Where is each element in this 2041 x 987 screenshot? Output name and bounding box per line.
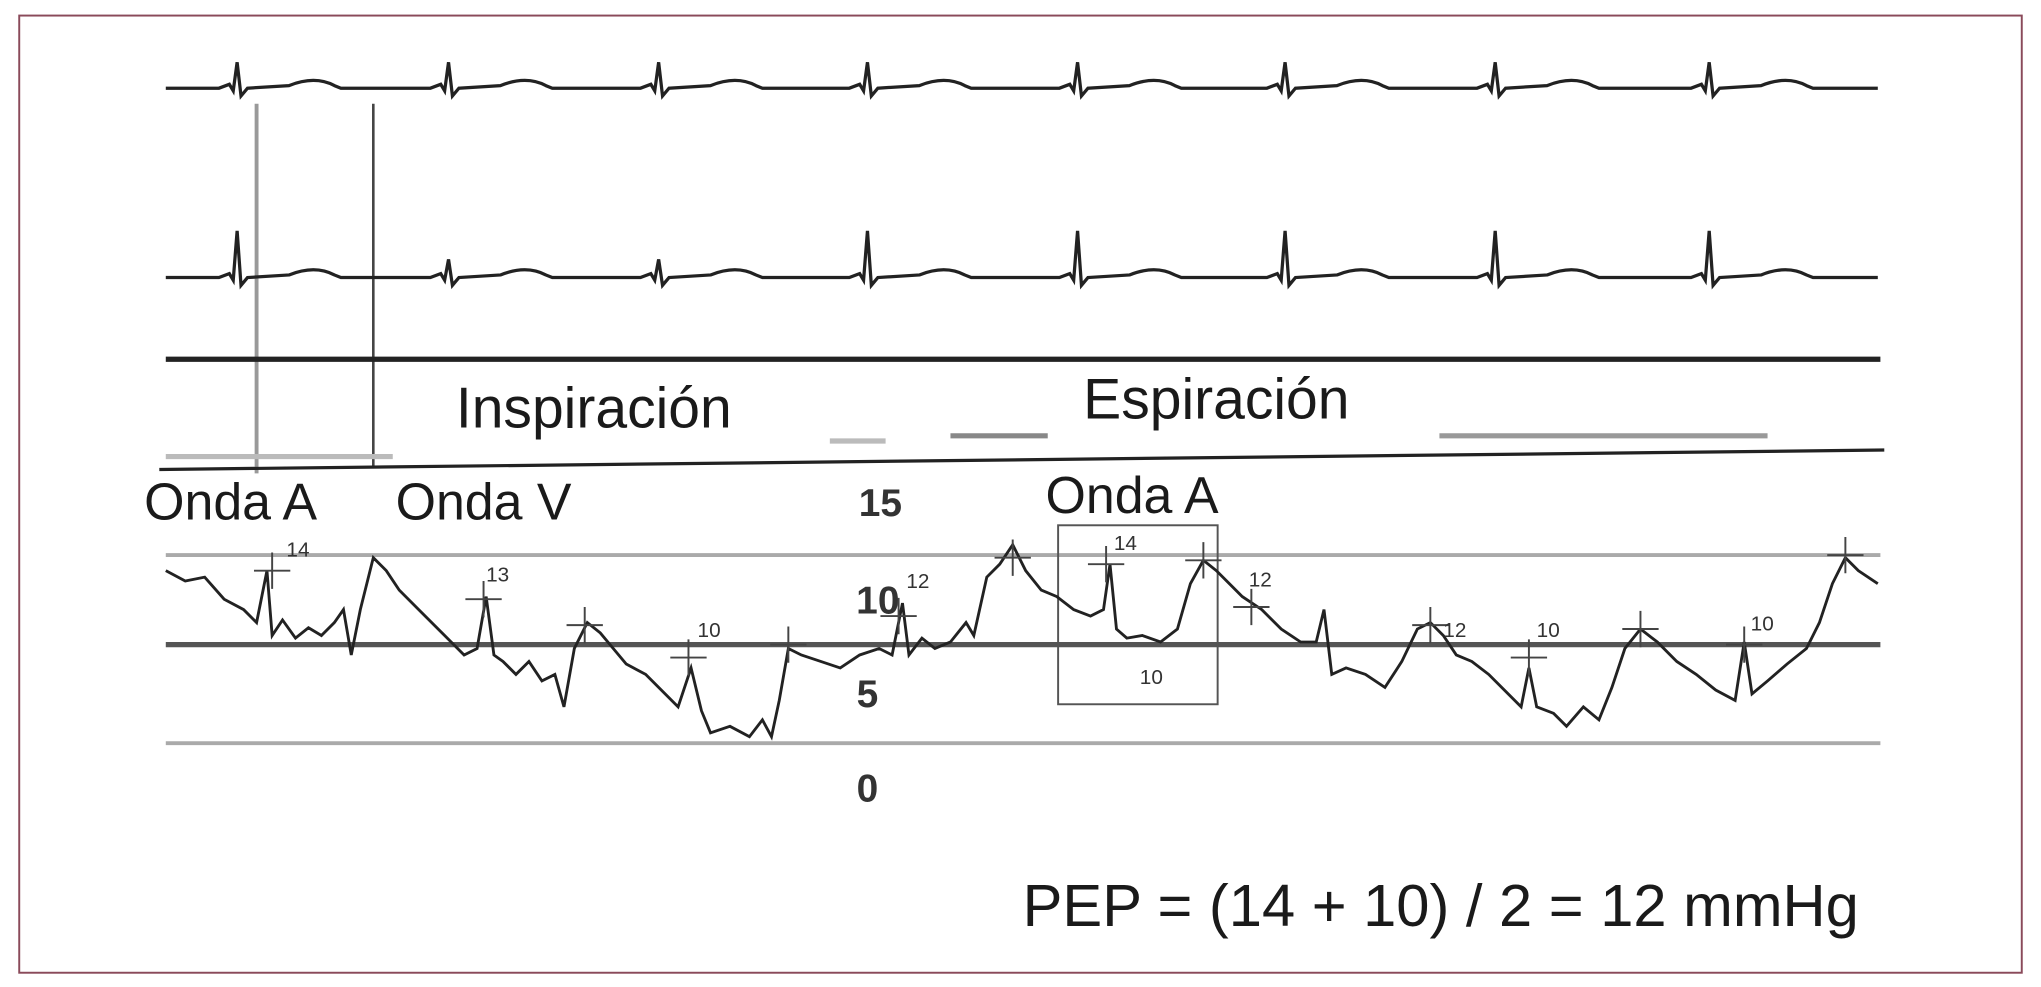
ecg-trace [165,230,1878,290]
scale-label: 15 [859,482,902,525]
scale-label: 0 [857,767,879,810]
wave-label: Onda A [1046,466,1219,524]
value-mark: 12 [906,570,929,593]
cursor [994,539,1031,576]
value-mark: 10 [1537,619,1560,642]
cursor [465,581,502,618]
cursor [1233,588,1270,626]
cursor [880,597,917,635]
ecg-trace [165,62,1878,100]
cursor [1510,639,1548,676]
traces [159,62,1885,746]
formula: PEP = (14 + 10) / 2 = 12 mmHg [1023,872,1859,939]
value-mark: 10 [698,619,721,642]
pressure-trace [165,541,1879,741]
value-mark: 10 [1140,666,1163,689]
value-mark: 12 [1249,569,1272,592]
cursor [1087,546,1125,583]
cursor [1185,542,1222,579]
frame [18,14,2023,974]
scale-label: 5 [857,673,879,716]
cursor [566,606,603,644]
value-mark: 14 [286,539,309,562]
cursor [1412,606,1449,644]
value-mark: 10 [1751,613,1774,636]
value-mark: 12 [1443,619,1466,642]
cursor [770,626,807,663]
cursor [1827,536,1864,574]
cursor [253,552,291,589]
box [1057,524,1219,706]
scale-label: 10 [856,579,899,622]
cursor [670,639,707,676]
cursor [1726,626,1763,663]
phase-line [159,448,1885,472]
wave-label: Onda V [396,473,572,531]
wave-label: Onda A [144,473,317,531]
phase-label: Inspiración [456,377,732,441]
cursor [1622,610,1659,648]
value-mark: 13 [486,563,509,586]
phase-label: Espiración [1083,367,1349,431]
value-mark: 14 [1114,532,1137,555]
